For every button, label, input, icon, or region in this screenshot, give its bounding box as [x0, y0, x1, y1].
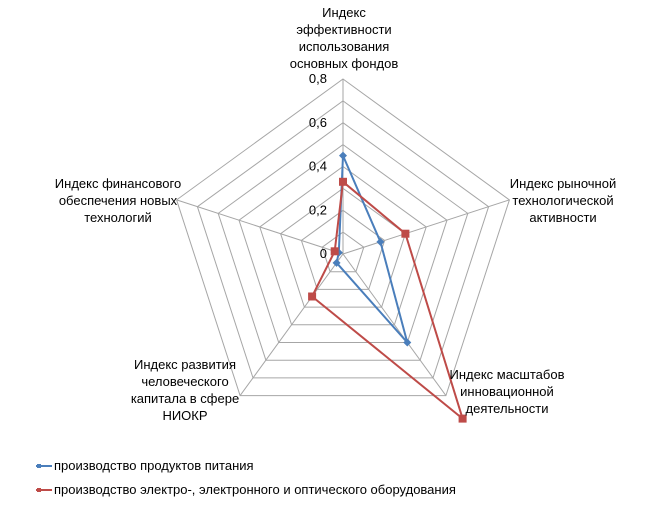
legend-item-food: производство продуктов питания [36, 457, 254, 474]
axis-label-market-activity: Индекс рыночной технологической активнос… [509, 176, 617, 225]
grid-ring [217, 122, 469, 361]
data-point [401, 229, 410, 238]
tick-label: 0,8 [309, 71, 327, 86]
tick-label: 0,2 [309, 202, 327, 217]
grid-spoke [342, 199, 510, 255]
axis-label-fixed-assets: Индекс эффективности использования основ… [289, 5, 399, 71]
tick-label: 0,4 [309, 159, 327, 174]
data-point [376, 237, 385, 246]
legend-label-electronics: производство электро-, электронного и оп… [54, 482, 456, 497]
grid-spoke [239, 253, 344, 396]
data-point [330, 247, 339, 256]
grid-ring [321, 231, 365, 273]
data-point [308, 292, 317, 301]
legend-line-electronics [36, 488, 52, 491]
grid-ring [196, 100, 490, 379]
data-point [403, 338, 412, 347]
legend-item-electronics: производство электро-, электронного и оп… [36, 481, 456, 498]
data-series [308, 151, 467, 423]
tick-label: 0,6 [309, 115, 327, 130]
data-point [339, 177, 347, 186]
radial-tick-labels: 0 0,2 0,4 0,6 0,8 [309, 71, 327, 261]
legend-label-food: производство продуктов питания [54, 458, 254, 473]
series-line [311, 180, 464, 420]
square-marker-icon [37, 487, 41, 492]
grid-spoke [176, 199, 344, 255]
data-point [332, 258, 341, 267]
grid-spoke [342, 253, 447, 396]
axis-label-financial-support: Индекс финансового обеспечения новых тех… [54, 176, 182, 225]
data-point [339, 151, 347, 160]
axis-label-human-capital: Индекс развития человеческого капитала в… [130, 357, 240, 423]
legend-key-electronics [36, 485, 52, 495]
grid-ring [238, 143, 448, 343]
series-line [335, 154, 409, 344]
legend-key-food [36, 461, 52, 471]
radar-grid [176, 78, 510, 397]
tick-label: 0 [320, 246, 327, 261]
grid-ring [176, 78, 510, 397]
legend-line-food [36, 464, 52, 467]
axis-label-innovation-scale: Индекс масштабов инновационной деятельно… [449, 367, 565, 416]
data-point [458, 414, 467, 423]
diamond-marker-icon [37, 463, 41, 468]
grid-ring [259, 165, 427, 326]
